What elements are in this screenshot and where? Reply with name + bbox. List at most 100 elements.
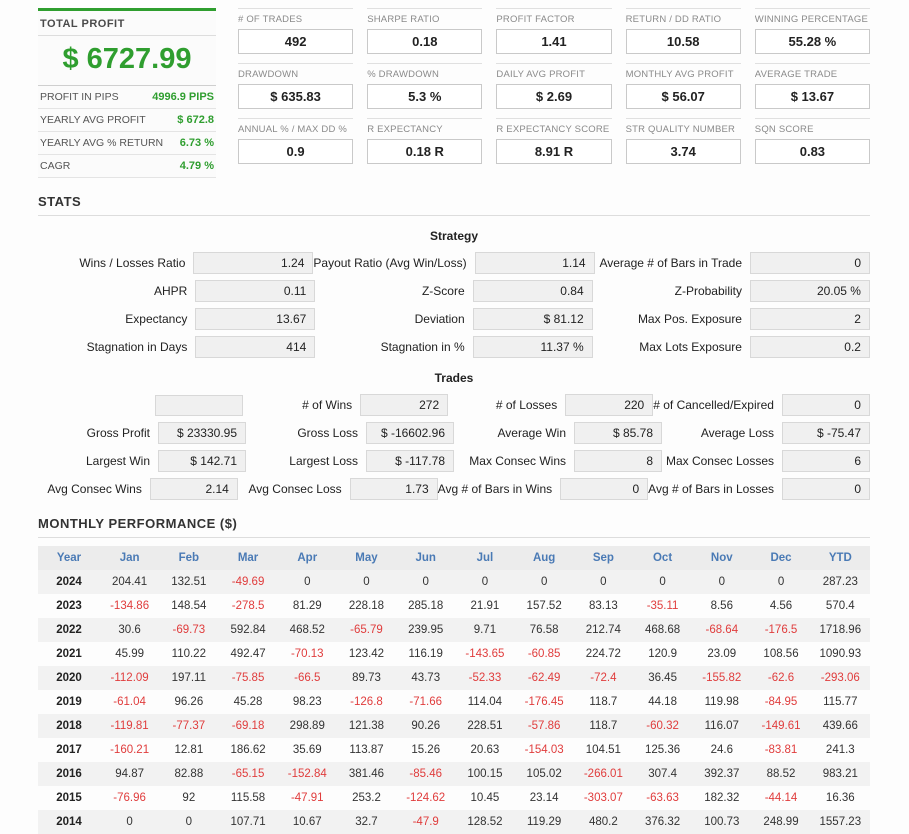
monthly-cell: 108.56 xyxy=(763,648,799,660)
stat-cell: Max Lots Exposure 0.2 xyxy=(593,336,870,358)
monthly-performance-title: MONTHLY PERFORMANCE ($) xyxy=(38,516,870,538)
strategy-table: Wins / Losses Ratio 1.24 Payout Ratio (Avg… xyxy=(38,252,870,358)
monthly-cell: 94.87 xyxy=(115,768,144,780)
monthly-header: Mar xyxy=(218,546,278,570)
monthly-cell: 23.14 xyxy=(529,792,559,804)
monthly-cell: -71.66 xyxy=(409,696,442,708)
monthly-cell: 44.18 xyxy=(648,696,677,708)
monthly-cell: -68.64 xyxy=(705,624,739,636)
monthly-cell: 115.77 xyxy=(823,696,858,708)
monthly-cell: -160.21 xyxy=(110,744,150,756)
monthly-header: Year xyxy=(38,546,100,570)
stat-cell: Z-Score 0.84 xyxy=(315,280,593,302)
monthly-cell: 0 xyxy=(304,576,311,588)
stat-value: $ -117.78 xyxy=(366,450,454,472)
stat-cell: Gross Profit $ 23330.95 xyxy=(38,422,246,444)
stat-label: Avg Consec Wins xyxy=(47,482,142,496)
monthly-cell: 4.56 xyxy=(769,600,793,612)
monthly-cell: 298.89 xyxy=(289,720,325,732)
monthly-cell: 0 xyxy=(481,576,489,588)
stat-cell xyxy=(38,394,244,416)
table-row: 2018 -119.81 -77.37 -69.18 298.89 121.38 90.26… xyxy=(38,714,870,738)
monthly-cell: 0 xyxy=(600,576,607,588)
monthly-cell: 570.4 xyxy=(825,600,855,612)
stat-label: Max Consec Wins xyxy=(469,454,566,468)
monthly-cell: 113.87 xyxy=(349,744,384,756)
metric-label: WINNING PERCENTAGE xyxy=(754,14,869,25)
stat-value: 1.14 xyxy=(474,252,595,274)
metric-label: SHARPE RATIO xyxy=(367,14,440,25)
stat-cell: Average # of Bars in Trade 0 xyxy=(595,252,870,274)
stat-cell: Avg Consec Loss 1.73 xyxy=(238,478,438,500)
monthly-cell: 492.47 xyxy=(230,648,266,660)
stat-label: # of Losses xyxy=(495,398,558,412)
stat-cell: # of Cancelled/Expired 0 xyxy=(653,394,870,416)
monthly-cell: 96.26 xyxy=(174,696,204,708)
monthly-cell: 24.6 xyxy=(710,744,733,756)
monthly-cell: -47.91 xyxy=(290,792,324,804)
monthly-cell: 0 xyxy=(422,576,429,588)
stat-cell: Gross Loss $ -16602.96 xyxy=(246,422,454,444)
monthly-cell: 30.6 xyxy=(118,624,141,636)
stat-value: 272 xyxy=(360,394,449,416)
metric-value: 0.9 xyxy=(238,139,354,164)
monthly-cell: 239.95 xyxy=(408,624,444,636)
monthly-cell: -52.33 xyxy=(468,672,502,684)
metric-value: 55.28 % xyxy=(754,29,870,54)
stat-label: Average Loss xyxy=(700,426,774,440)
summary-row: YEARLY AVG PROFIT $ 672.8 xyxy=(38,109,216,132)
monthly-cell: -112.09 xyxy=(110,672,149,684)
metric-cell: ANNUAL % / MAX DD % 0.9 xyxy=(238,118,354,164)
monthly-cell: -84.95 xyxy=(764,696,798,708)
monthly-cell: 116.19 xyxy=(408,648,443,660)
metric-cell: SHARPE RATIO 0.18 xyxy=(367,8,483,54)
monthly-cell: -70.13 xyxy=(290,648,324,660)
monthly-cell: 123.42 xyxy=(348,648,385,660)
stat-value: 0 xyxy=(560,478,649,500)
monthly-cell: -176.5 xyxy=(764,624,798,636)
monthly-cell: 241.3 xyxy=(825,744,855,756)
stat-label: # of Wins xyxy=(302,398,353,412)
monthly-cell: 98.23 xyxy=(292,696,322,708)
table-row: 2014 0 0 107.71 10.67 32.7 -47.9 128.52 119.29 48… xyxy=(38,810,870,834)
monthly-cell: 104.51 xyxy=(585,744,621,756)
summary-rows: PROFIT IN PIPS 4996.9 PIPS YEARLY AVG PROF… xyxy=(38,86,216,178)
monthly-cell: 88.52 xyxy=(766,768,796,780)
monthly-cell: 157.52 xyxy=(526,600,562,612)
stat-row: Wins / Losses Ratio 1.24 Payout Ratio (Avg… xyxy=(38,252,870,274)
stat-cell: Stagnation in % 11.37 % xyxy=(315,336,593,358)
monthly-cell: 439.66 xyxy=(822,720,858,732)
monthly-cell: 983.21 xyxy=(822,768,858,780)
top-metrics-area: TOTAL PROFIT $ 6727.99 PROFIT IN PIPS 499… xyxy=(38,8,870,178)
monthly-cell: 32.7 xyxy=(355,816,378,828)
stat-value: $ 142.71 xyxy=(158,450,246,472)
monthly-cell: 100.15 xyxy=(467,768,503,780)
stat-cell: Avg # of Bars in Losses 0 xyxy=(648,478,871,500)
stat-label: Max Consec Losses xyxy=(665,454,774,468)
metric-label: DAILY AVG PROFIT xyxy=(496,69,586,80)
monthly-year: 2015 xyxy=(56,792,82,804)
monthly-cell: 120.9 xyxy=(648,648,677,660)
monthly-cell: 12.81 xyxy=(174,744,204,756)
table-row: 2022 30.6 -69.73 592.84 468.52 -65.79 239.95 9.… xyxy=(38,618,870,642)
metric-value: 492 xyxy=(238,29,354,54)
monthly-cell: -75.85 xyxy=(231,672,265,684)
monthly-cell: -134.86 xyxy=(110,600,150,612)
monthly-performance-table: Year Jan Feb Mar Apr May Jun Jul Aug Sep Oct Nov Dec… xyxy=(38,546,870,834)
metric-value: 0.83 xyxy=(754,139,870,164)
monthly-cell: 83.13 xyxy=(588,600,618,612)
stat-cell: Max Consec Wins 8 xyxy=(454,450,662,472)
stat-value: 0 xyxy=(782,478,871,500)
monthly-cell: 89.73 xyxy=(352,672,381,684)
monthly-cell: 118.7 xyxy=(589,720,618,732)
monthly-cell: -57.86 xyxy=(527,720,561,732)
monthly-cell: 224.72 xyxy=(585,648,621,660)
stat-value: 0 xyxy=(750,252,870,274)
metric-label: AVERAGE TRADE xyxy=(754,69,838,80)
stat-value: 8 xyxy=(574,450,662,472)
stat-label: Gross Loss xyxy=(297,426,358,440)
stat-label: Average Win xyxy=(497,426,566,440)
metric-label: R EXPECTANCY SCORE xyxy=(496,124,610,135)
monthly-year: 2019 xyxy=(56,696,82,708)
stat-label: Z-Probability xyxy=(674,284,742,298)
